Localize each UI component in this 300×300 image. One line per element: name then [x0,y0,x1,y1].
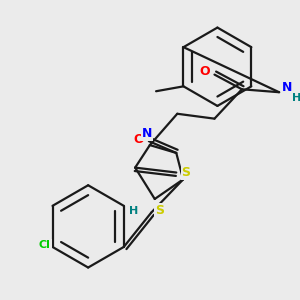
Text: H: H [129,206,138,216]
Text: N: N [142,127,152,140]
Text: S: S [155,204,164,217]
Text: N: N [282,81,292,94]
Text: Cl: Cl [39,240,51,250]
Text: O: O [200,65,210,78]
Text: O: O [134,133,144,146]
Text: S: S [182,166,190,179]
Text: H: H [292,93,300,103]
